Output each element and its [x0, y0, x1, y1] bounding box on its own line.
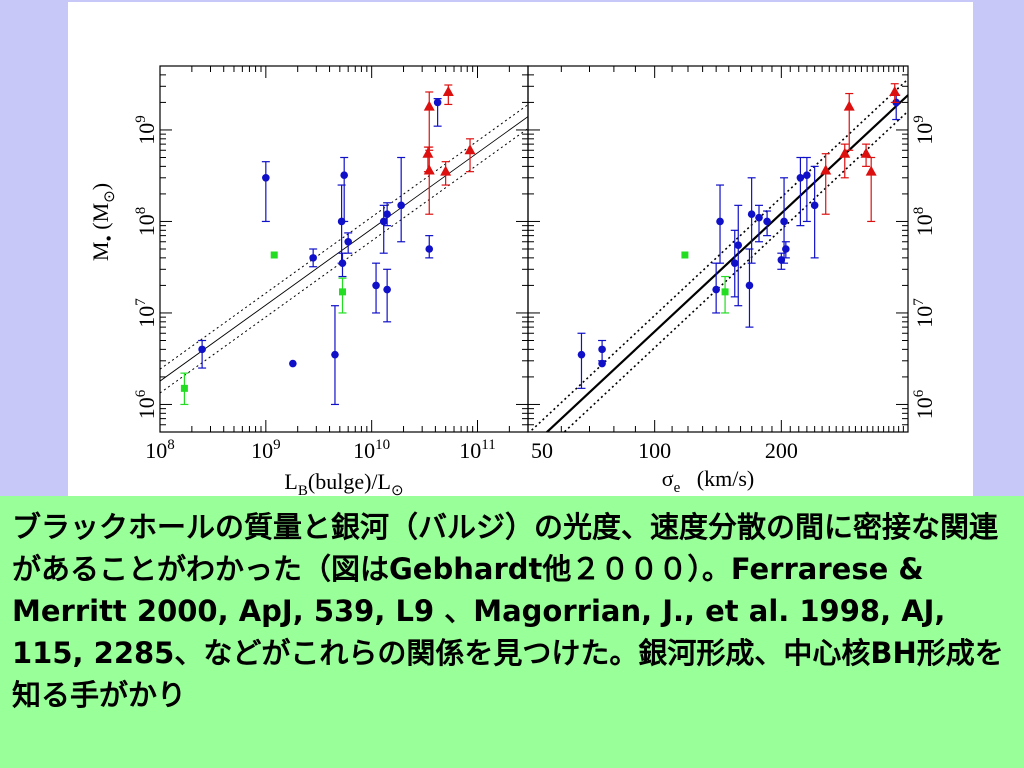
y-tick-label: 107 [133, 298, 159, 328]
data-point-circle [344, 237, 352, 246]
fit-band-line [528, 78, 908, 432]
x-tick-label: 100 [638, 438, 671, 463]
panel-left: 108 109 1010 1011 106 107 108 109 [133, 65, 529, 463]
fit-band-line [563, 110, 908, 432]
data-point-circle [433, 98, 442, 107]
data-point-circle [803, 171, 811, 180]
data-point-triangle [820, 164, 832, 175]
data-point-triangle [464, 144, 476, 155]
data-point-square [681, 251, 689, 259]
x-axis-label-left: LB(bulge)/L⊙ [284, 469, 403, 496]
fit-group [160, 104, 528, 394]
data-point-circle [780, 217, 788, 226]
data-point-circle [379, 217, 388, 226]
data-point-square [180, 384, 188, 392]
fit-band-line [160, 104, 528, 370]
data-point-circle [716, 217, 724, 226]
fit-line [545, 94, 908, 432]
y-tick-label: 106 [911, 389, 937, 419]
data-point-triangle [422, 147, 434, 158]
x-axis-label-right: σe (km/s) [662, 466, 754, 496]
y-tick-label: 109 [911, 115, 937, 144]
data-point-triangle [442, 85, 454, 96]
data-point-circle [372, 281, 380, 290]
plot-frame [527, 65, 909, 433]
data-point-circle [782, 245, 790, 253]
data-point-circle [331, 350, 339, 359]
data-point-circle [712, 285, 720, 294]
data-point-square [270, 251, 278, 259]
y-tick-label: 107 [911, 298, 937, 328]
data-point-circle [425, 245, 434, 253]
data-point-circle [598, 359, 606, 368]
data-point-triangle [423, 100, 435, 111]
x-tick-label: 50 [531, 438, 553, 463]
data-point-circle [340, 171, 348, 180]
data-point-circle [262, 173, 270, 182]
x-tick-label: 1011 [459, 437, 495, 463]
y-axis-label: M• (M⊙) [88, 183, 119, 261]
data-point-circle [577, 350, 586, 359]
data-point-circle [289, 359, 297, 368]
data-point-circle [745, 281, 754, 290]
data-point-square [338, 288, 346, 296]
data-point-circle [734, 241, 743, 250]
data-point-square [721, 288, 729, 296]
scaling-relation-figure: 108 109 1010 1011 106 107 108 109 50 100 200 106 107… [68, 2, 973, 496]
y-tick-label: 108 [911, 207, 937, 237]
data-point-circle [383, 210, 391, 219]
data-point-triangle [440, 165, 452, 176]
data-point-circle [383, 285, 391, 294]
x-tick-label: 1010 [353, 437, 390, 463]
y-tick-label: 108 [133, 207, 159, 237]
y-tick-label: 109 [133, 115, 159, 144]
data-point-circle [397, 201, 405, 210]
panel-right: 50 100 200 106 107 108 109 [527, 65, 937, 463]
data-point-circle [338, 259, 347, 267]
data-point-triangle [423, 164, 435, 175]
data-point-triangle [865, 165, 877, 176]
x-tick-label: 108 [145, 437, 175, 463]
data-point-triangle [860, 147, 872, 158]
data-point-circle [747, 210, 756, 219]
data-point-circle [763, 217, 771, 226]
caption-text: ブラックホールの質量と銀河（バルジ）の光度、速度分散の間に密接な関連があることが… [12, 510, 1004, 712]
x-tick-label: 200 [765, 438, 798, 463]
caption-box: ブラックホールの質量と銀河（バルジ）の光度、速度分散の間に密接な関連があることが… [0, 496, 1024, 768]
fit-group [528, 78, 908, 432]
data-point-triangle [843, 100, 855, 111]
fit-line [160, 116, 528, 382]
x-tick-label: 109 [251, 437, 280, 463]
data-point-circle [309, 254, 317, 262]
data-point-circle [198, 345, 206, 354]
data-point-circle [796, 173, 805, 182]
y-tick-label: 106 [133, 389, 159, 419]
data-point-circle [810, 201, 819, 210]
figure-svg: 108 109 1010 1011 106 107 108 109 50 100 200 106 107… [88, 65, 937, 496]
data-point-circle [755, 213, 763, 222]
data-point-triangle [889, 85, 901, 96]
data-point-circle [730, 259, 739, 267]
data-point-circle [598, 345, 606, 354]
data-point-triangle [839, 147, 851, 158]
